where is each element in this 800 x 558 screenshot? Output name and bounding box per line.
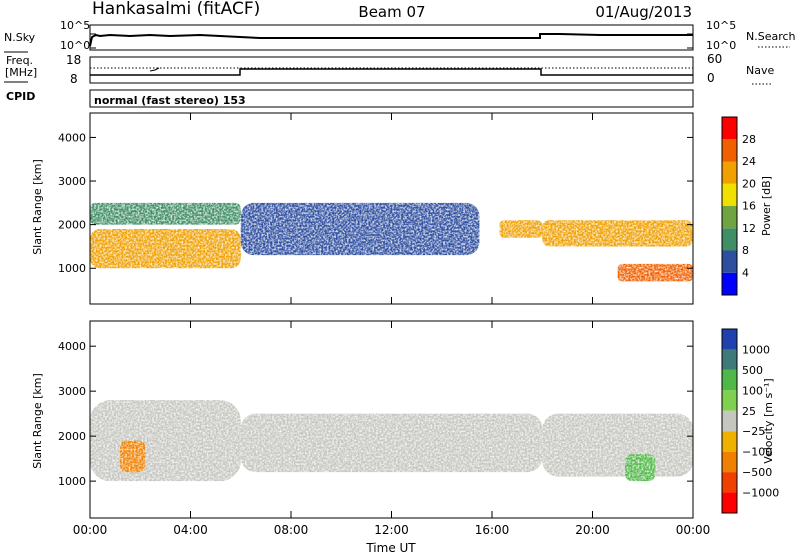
noise-sky-line: [89, 33, 693, 47]
colorbar-cell: [722, 431, 737, 452]
velocity-colorbar-title: Velocity [m s⁻¹]: [762, 378, 775, 463]
x-tick-label: 08:00: [274, 523, 309, 537]
colorbar-tick-label: 12: [742, 222, 756, 235]
freq-right-tick-low: 0: [707, 71, 715, 85]
colorbar-cell: [722, 410, 737, 432]
noise-left-tick-high: 10^5: [60, 19, 90, 32]
velocity-y-axis-title: Slant Range [km]: [31, 373, 44, 469]
x-tick-label: 12:00: [374, 523, 409, 537]
colorbar-cell: [722, 161, 737, 184]
colorbar-cell: [722, 117, 737, 140]
colorbar-tick-label: 16: [742, 200, 756, 213]
colorbar-cell: [722, 492, 737, 513]
y-tick-label: 4000: [58, 340, 86, 353]
x-tick-label: 20:00: [575, 523, 610, 537]
power-colorbar: 4 8 12 16 20 24 28 Power [dB]: [721, 116, 773, 296]
y-tick-label: 3000: [58, 175, 86, 188]
y-tick-label: 4000: [58, 131, 86, 144]
freq-right-tick-high: 60: [707, 52, 722, 66]
frequency-line: [90, 68, 693, 76]
x-tick-label: 00:00: [676, 523, 711, 537]
colorbar-tick-label: 20: [742, 177, 756, 190]
station-title: Hankasalmi (fitACF): [92, 0, 260, 19]
y-tick-label: 2000: [58, 219, 86, 232]
cpid-label: CPID: [6, 90, 35, 103]
colorbar-tick-label: −100: [742, 446, 772, 459]
power-colorbar-title: Power [dB]: [760, 176, 773, 236]
x-axis: 00:00 04:00 08:00 12:00 16:00 20:00 00:00: [73, 113, 711, 537]
colorbar-cell: [722, 272, 737, 295]
colorbar-cell: [722, 349, 737, 370]
freq-left-tick-low: 8: [70, 72, 78, 86]
nave-label: Nave: [746, 64, 774, 77]
colorbar-cell: [722, 329, 737, 350]
cpid-box: [89, 89, 694, 108]
freq-left-tick-high: 18: [66, 53, 81, 67]
noise-left-tick-low: 10^0: [60, 39, 90, 52]
x-tick-label: 00:00: [73, 523, 108, 537]
noise-right-tick-high: 10^5: [706, 19, 736, 32]
noise-panel: N.Sky 10^5 10^0 10^5 10^0 N.Search: [4, 19, 796, 53]
cpid-value: normal (fast stereo) 153: [94, 94, 246, 107]
colorbar-tick-label: 8: [742, 244, 749, 257]
colorbar-cell: [722, 228, 737, 251]
colorbar-cell: [722, 250, 737, 273]
x-tick-label: 16:00: [475, 523, 510, 537]
y-tick-label: 1000: [58, 262, 86, 275]
colorbar-cell: [722, 451, 737, 473]
power-y-axis-title: Slant Range [km]: [31, 159, 44, 255]
colorbar-cell: [722, 139, 737, 162]
freq-label-line1: Freq.: [6, 54, 33, 67]
colorbar-tick-label: 1000: [742, 343, 770, 356]
noise-right-tick-low: 10^0: [706, 39, 736, 52]
colorbar-tick-label: −25: [742, 425, 765, 438]
power-panel: 1000 2000 3000 4000 Slant Range [km]: [31, 112, 694, 305]
colorbar-tick-label: 4: [742, 266, 749, 279]
velocity-colorbar: 1000 500 100 25 −25 −100 −500 −1000 Velocity [m…: [721, 328, 779, 514]
y-tick-label: 2000: [58, 430, 86, 443]
velocity-panel: 1000 2000 3000 4000 Slant Range [km]: [31, 320, 694, 519]
y-tick-label: 1000: [58, 475, 86, 488]
colorbar-cell: [722, 183, 737, 206]
colorbar-cell: [722, 390, 737, 411]
colorbar-tick-label: 25: [742, 405, 756, 418]
colorbar-tick-label: −500: [742, 466, 772, 479]
y-tick-label: 3000: [58, 385, 86, 398]
x-axis-title: Time UT: [365, 541, 416, 554]
colorbar-cell: [722, 206, 737, 229]
noise-left-label: N.Sky: [4, 31, 36, 44]
frequency-panel: Freq. [MHz] 18 8 60 0 Nave: [4, 52, 774, 86]
colorbar-cell: [722, 472, 737, 493]
colorbar-tick-label: 24: [742, 155, 756, 168]
colorbar-cell: [722, 369, 737, 391]
x-tick-label: 04:00: [173, 523, 208, 537]
colorbar-tick-label: 100: [742, 384, 763, 397]
colorbar-tick-label: 500: [742, 364, 763, 377]
colorbar-tick-label: 28: [742, 133, 756, 146]
beam-title: Beam 07: [358, 3, 425, 21]
noise-right-label: N.Search: [746, 30, 796, 43]
date-title: 01/Aug/2013: [595, 3, 692, 21]
freq-label-line2: [MHz]: [5, 66, 37, 79]
colorbar-tick-label: −1000: [742, 487, 779, 500]
